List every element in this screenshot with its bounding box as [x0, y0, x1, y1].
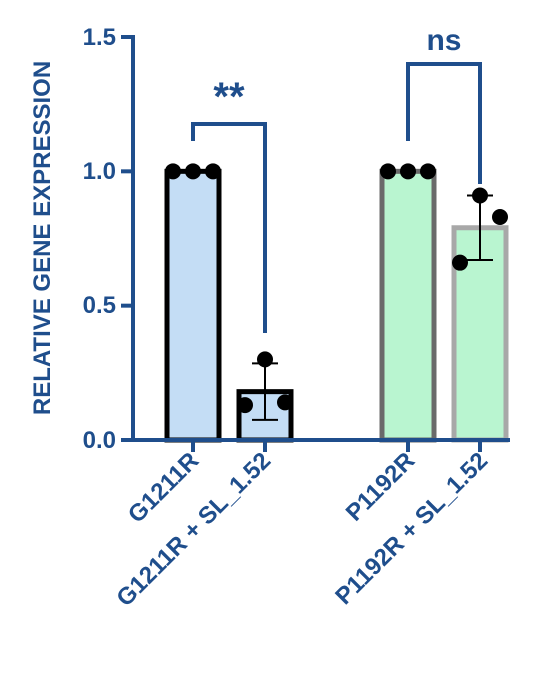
- data-point: [237, 397, 253, 414]
- y-tick-label: 1.5: [83, 24, 116, 51]
- data-point: [400, 163, 416, 180]
- data-point: [472, 187, 488, 204]
- significance-bracket: [191, 122, 267, 333]
- data-point: [257, 351, 273, 368]
- data-point: [420, 163, 436, 180]
- data-point: [165, 163, 181, 180]
- y-tick-label: 0.5: [83, 292, 116, 319]
- data-point: [185, 163, 201, 180]
- y-tick-label: 1.0: [83, 158, 116, 185]
- bar: [164, 168, 222, 443]
- data-point: [205, 163, 221, 180]
- bar: [379, 168, 437, 443]
- significance-label: **: [213, 75, 245, 119]
- significance-bracket: [406, 62, 482, 184]
- y-axis-label: RELATIVE GENE EXPRESSION: [29, 61, 56, 415]
- data-point: [277, 394, 293, 411]
- significance-label: ns: [426, 24, 461, 57]
- y-tick-label: 0.0: [83, 427, 116, 454]
- data-point: [380, 163, 396, 180]
- data-point: [452, 254, 468, 271]
- data-point: [492, 209, 508, 226]
